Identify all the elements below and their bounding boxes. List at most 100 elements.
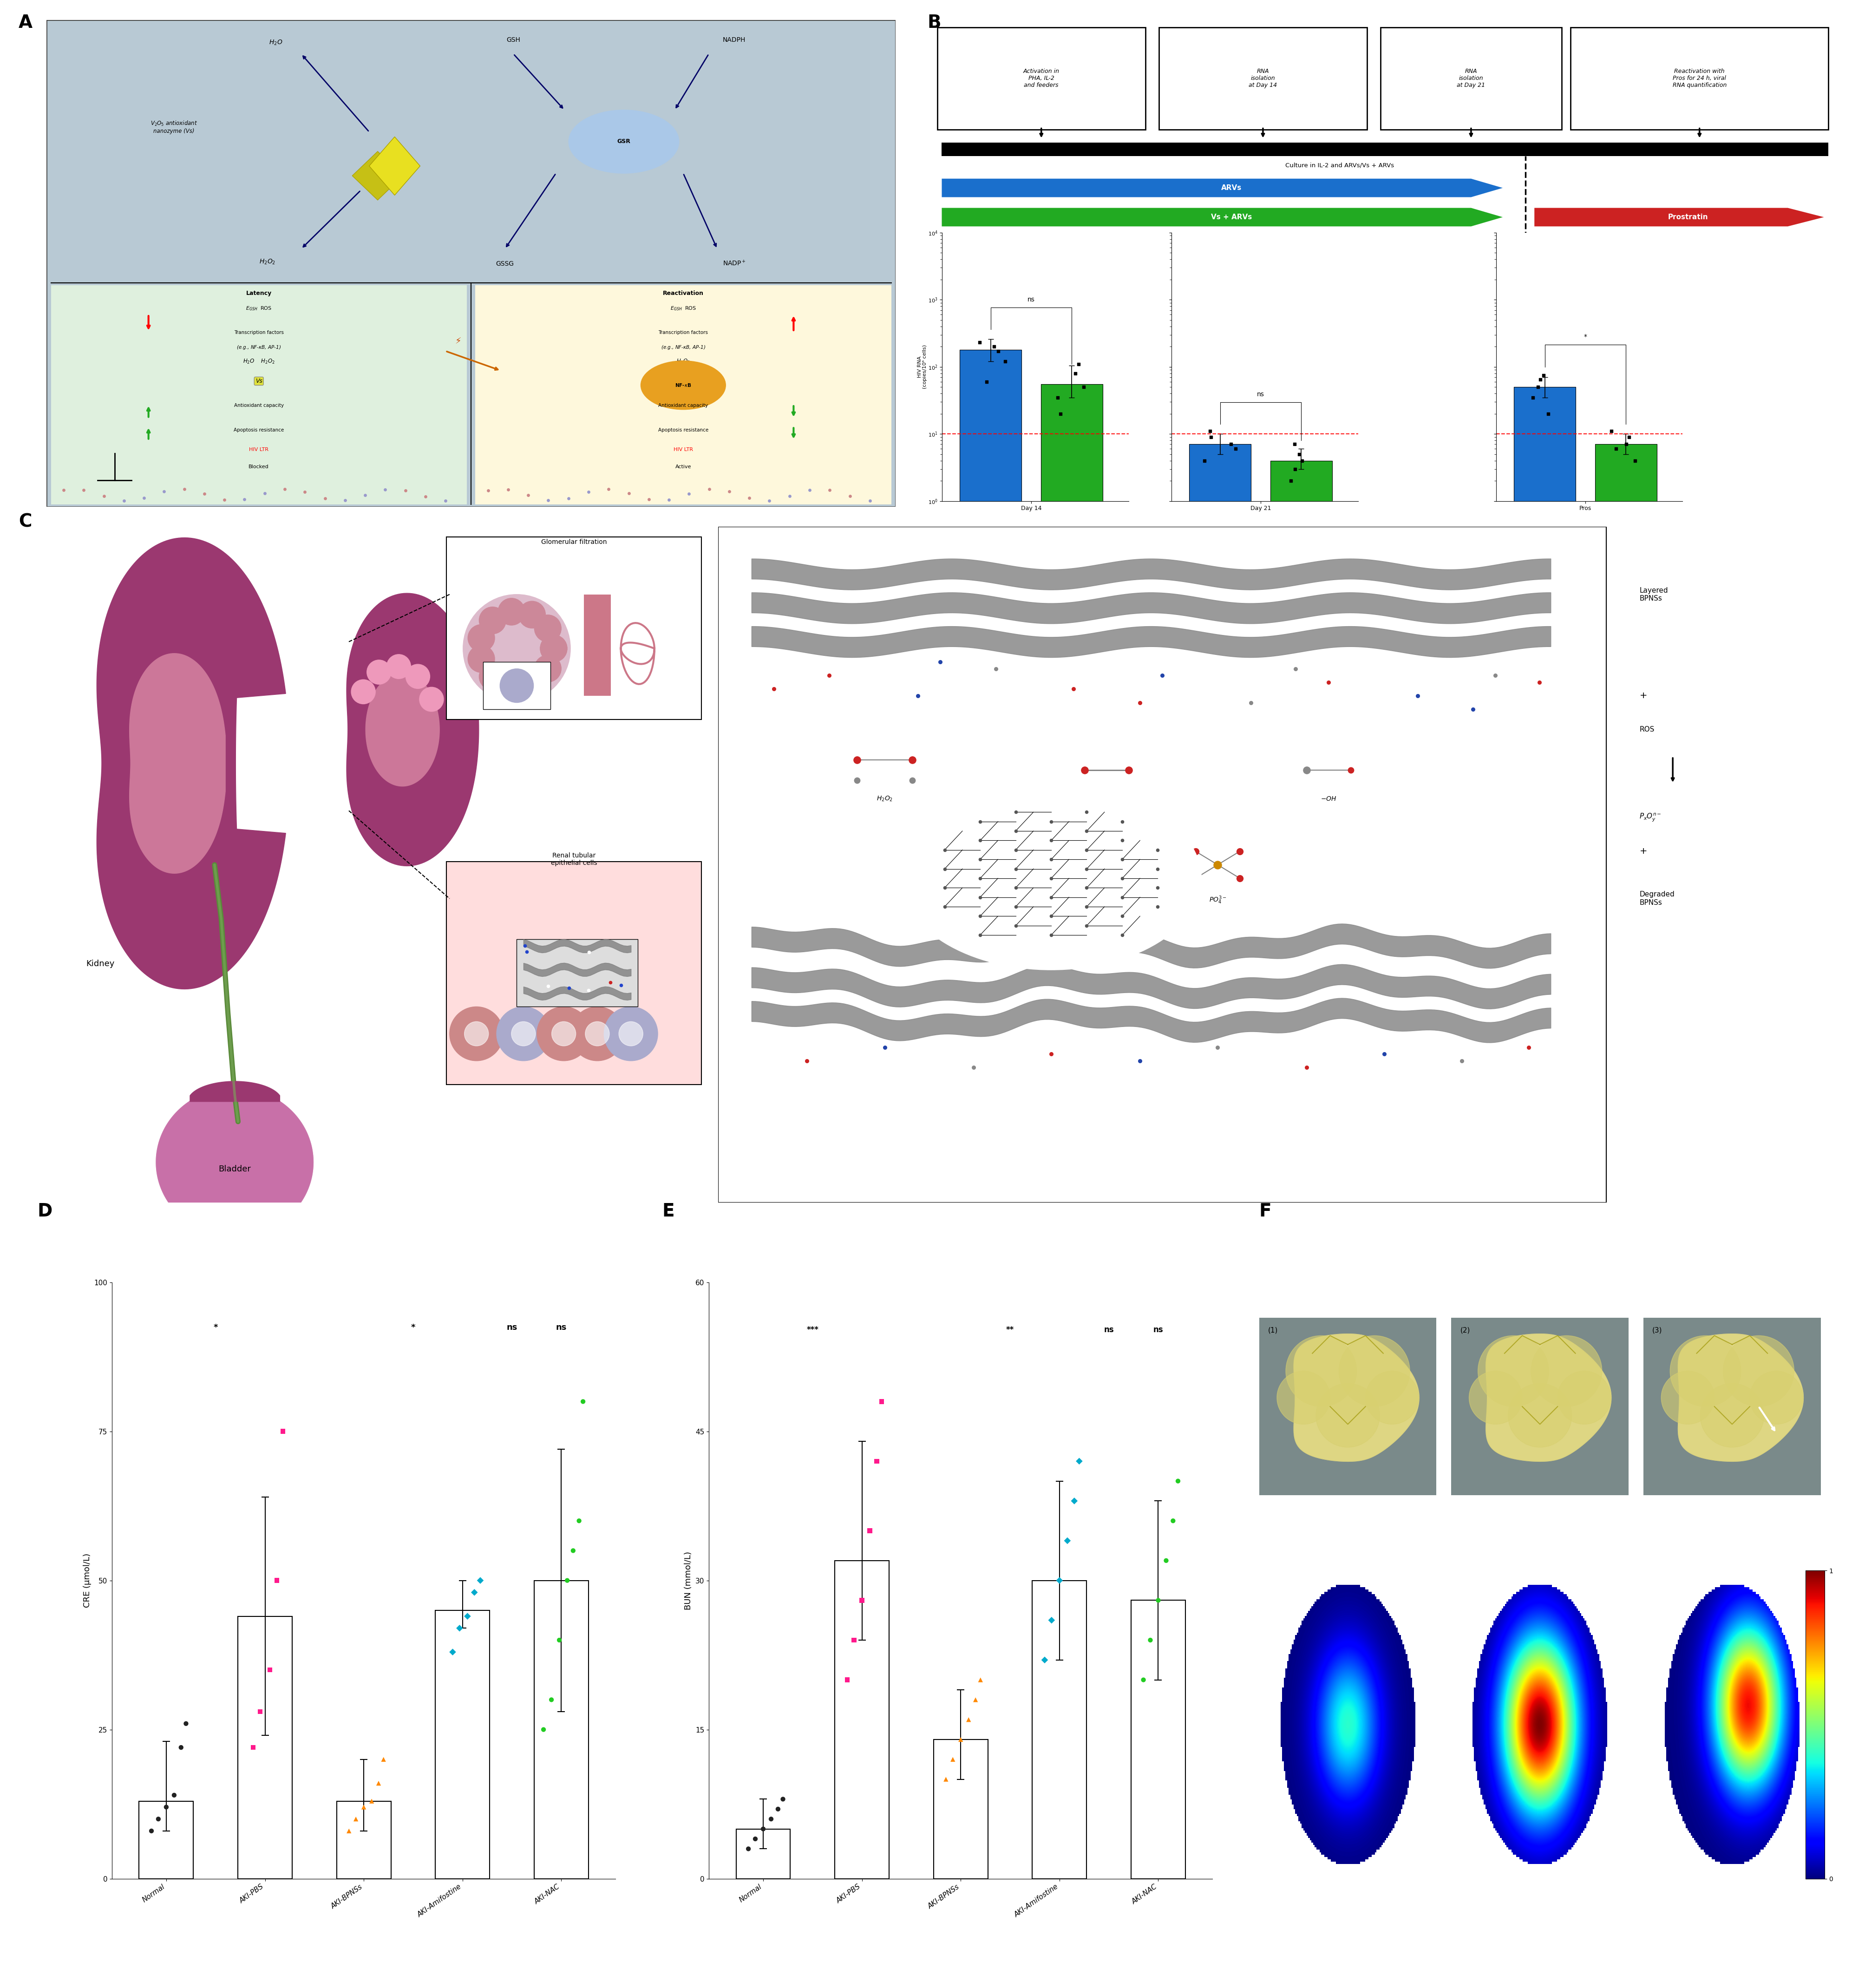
Circle shape [1669,1336,1740,1408]
Point [847,1584,877,1616]
Text: Reactivation with
Pros for 24 h, viral
RNA quantification: Reactivation with Pros for 24 h, viral R… [1673,68,1727,87]
Point [1402,680,1432,712]
Point [310,483,339,515]
Point [1052,1525,1082,1557]
Polygon shape [129,654,226,873]
Point [511,936,541,968]
Circle shape [511,1022,535,1046]
Circle shape [537,1006,591,1062]
Text: (2): (2) [1458,1592,1468,1600]
Point [966,1664,996,1696]
Point [897,744,927,775]
Point [1069,753,1098,785]
Point [1195,415,1225,447]
Bar [737,1829,791,1879]
Point [740,1823,770,1855]
Point [1216,427,1246,459]
Point [614,477,643,509]
Point [964,918,994,950]
Text: **: ** [1005,1326,1015,1334]
Text: $E_{GSH}$  ROS: $E_{GSH}$ ROS [670,304,696,312]
Point [1522,372,1552,404]
Text: GSH: GSH [507,36,520,44]
Circle shape [1339,1336,1410,1408]
Point [129,481,159,513]
Text: $H_2O_2$: $H_2O_2$ [259,258,276,266]
Point [759,674,789,706]
Point [1276,465,1306,497]
Text: Renal tubular
epithelial cells: Renal tubular epithelial cells [550,853,597,867]
Point [390,475,420,507]
Y-axis label: CRE (μmol/L): CRE (μmol/L) [84,1553,91,1608]
Point [1063,348,1093,380]
Point [554,483,584,515]
Point [574,974,604,1006]
Point [815,473,845,505]
Text: $P_xO_y^{n-}$: $P_xO_y^{n-}$ [1639,813,1662,823]
Point [1335,753,1365,785]
Point [1072,891,1102,922]
Point [159,1779,188,1811]
Point [1072,873,1102,905]
Point [1125,1046,1154,1077]
Point [1043,382,1072,414]
Bar [50,24,891,282]
Point [946,1724,975,1755]
Point [1158,1505,1188,1537]
Point [755,1803,785,1835]
Text: Antioxidant capacity: Antioxidant capacity [658,404,709,408]
Point [1057,674,1087,706]
Text: B: B [927,14,940,32]
Text: (3): (3) [1651,1592,1660,1600]
Bar [476,286,891,505]
Circle shape [420,688,444,712]
Point [972,366,1002,398]
Point [1000,795,1029,827]
Point [1072,815,1102,847]
Point [1072,911,1102,942]
Point [929,891,959,922]
Text: D: D [37,1203,52,1221]
Circle shape [1749,1372,1803,1423]
Point [166,1732,196,1763]
Point [1526,364,1555,396]
Point [492,473,522,505]
Text: Vs + ARVs: Vs + ARVs [1210,213,1251,221]
Point [1458,694,1488,726]
Point [1113,753,1143,785]
Circle shape [464,1022,489,1046]
Point [673,477,703,509]
Circle shape [463,594,571,702]
FancyBboxPatch shape [1380,28,1561,129]
Circle shape [642,362,725,410]
Point [190,477,220,509]
Point [763,1793,793,1825]
Point [552,1565,582,1596]
Point [938,1743,968,1775]
Circle shape [449,1006,504,1062]
Point [1518,382,1548,414]
Text: Reactivation: Reactivation [662,290,703,296]
Circle shape [1285,1336,1356,1408]
Point [815,660,845,692]
Circle shape [1315,1384,1380,1447]
Point [606,970,636,1002]
Polygon shape [1678,1334,1803,1461]
Circle shape [1723,1336,1794,1408]
Circle shape [1365,1372,1419,1423]
Text: ns: ns [1257,392,1264,398]
Point [768,1783,798,1815]
Text: Transcription factors: Transcription factors [233,330,283,334]
Point [1108,825,1138,857]
Point [69,473,99,505]
Text: RNA
isolation
at Day 14: RNA isolation at Day 14 [1248,68,1278,87]
Point [453,1600,483,1632]
Point [351,479,380,511]
Polygon shape [347,592,479,867]
Point [1143,1584,1173,1616]
Point [735,481,765,513]
Text: Glomerular filtration: Glomerular filtration [541,539,606,545]
Point [753,485,783,517]
Bar [1031,1580,1087,1879]
Circle shape [619,1022,643,1046]
